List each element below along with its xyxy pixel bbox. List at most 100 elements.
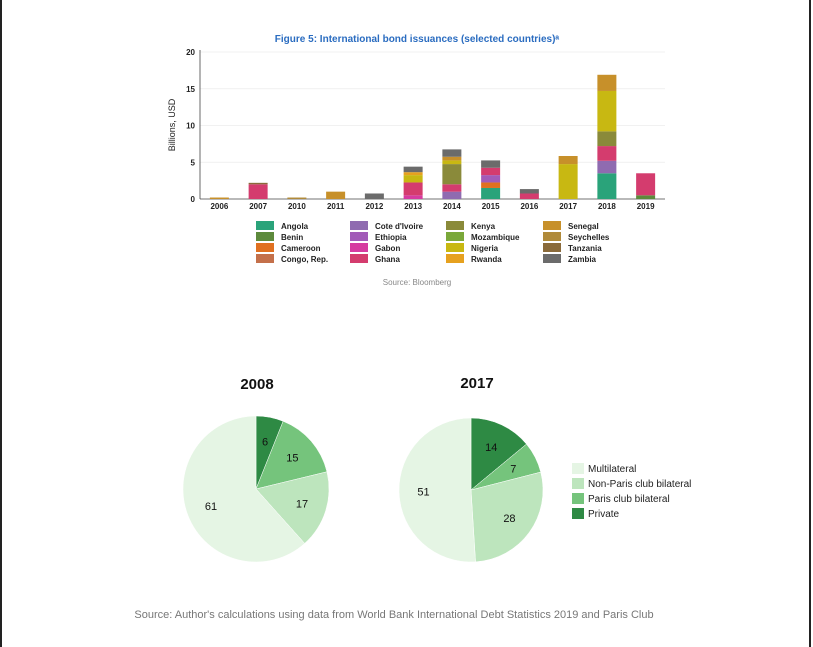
pie-slice	[182, 415, 306, 563]
legend-label: Ethiopia	[375, 233, 407, 242]
legend-swatch	[256, 221, 274, 230]
pie-slice	[255, 471, 330, 544]
bar-chart-ylabel: Billions, USD	[167, 98, 177, 151]
bar-segment	[403, 172, 423, 176]
bar-segment	[636, 173, 656, 196]
pie-legend-swatch	[572, 478, 584, 489]
bar-y-tick-label: 5	[191, 158, 196, 167]
bar-chart-source: Source: Bloomberg	[383, 278, 451, 287]
bar-chart-legend: Angola Benin Cameroon Congo, Rep. Cote d'Ivo…	[256, 221, 610, 264]
pie-legend-swatch	[572, 463, 584, 474]
bar-segment	[442, 184, 462, 192]
legend-swatch	[446, 243, 464, 252]
bar-segment	[442, 191, 462, 199]
bar-x-tick-label: 2018	[598, 202, 616, 211]
bar-segment	[558, 164, 578, 199]
bar-segment	[326, 191, 346, 199]
bar-x-tick-label: 2016	[520, 202, 538, 211]
legend-label: Nigeria	[471, 244, 499, 253]
bar-segment	[558, 156, 578, 165]
bar-chart-title: Figure 5: International bond issuances (…	[275, 34, 560, 45]
legend-label: Tanzania	[568, 244, 602, 253]
bar-segment	[597, 131, 617, 147]
bar-segment	[481, 160, 501, 168]
bar-segment	[403, 182, 423, 196]
legend-swatch	[446, 221, 464, 230]
bar-chart-axes: 0 5 10 15 20 2006 2007 2010 2011 2012 2013 2014 2015…	[186, 48, 665, 211]
bar-segment	[209, 197, 229, 199]
bar-segment	[481, 167, 501, 176]
page-border-left	[0, 0, 2, 647]
bar-segment	[403, 195, 423, 199]
bar-x-tick-label: 2015	[482, 202, 500, 211]
bar-segment	[364, 193, 384, 199]
pie-legend-swatch	[572, 493, 584, 504]
pie-slice-label: 15	[286, 452, 298, 464]
legend-swatch	[256, 232, 274, 241]
bar-x-tick-label: 2013	[404, 202, 422, 211]
legend-swatch	[256, 254, 274, 263]
pie-slice-label: 7	[510, 463, 516, 475]
bar-segment	[519, 189, 539, 194]
bar-segment	[597, 146, 617, 161]
bar-x-tick-label: 2019	[637, 202, 655, 211]
legend-label: Seychelles	[568, 233, 610, 242]
bar-segment	[248, 182, 268, 185]
pie-legend-label: Paris club bilateral	[588, 494, 670, 505]
legend-label: Zambia	[568, 255, 597, 264]
legend-label: Kenya	[471, 222, 496, 231]
bar-y-tick-label: 10	[186, 122, 195, 131]
pie-slice-label: 61	[205, 501, 217, 513]
legend-swatch	[350, 232, 368, 241]
legend-label: Senegal	[568, 222, 599, 231]
pie-slice	[470, 417, 527, 491]
legend-label: Rwanda	[471, 255, 502, 264]
legend-label: Cameroon	[281, 244, 321, 253]
bar-segment	[481, 187, 501, 199]
pie-slice	[470, 471, 544, 563]
legend-swatch	[543, 254, 561, 263]
bar-segment	[597, 160, 617, 174]
bar-x-tick-label: 2006	[210, 202, 228, 211]
bar-segment	[403, 175, 423, 183]
bar-x-tick-label: 2012	[365, 202, 383, 211]
legend-swatch	[350, 243, 368, 252]
legend-swatch	[543, 243, 561, 252]
bar-chart-marks	[209, 74, 656, 199]
pie-legend-label: Non-Paris club bilateral	[588, 479, 691, 490]
pie-2017-title: 2017	[460, 375, 493, 392]
pie-slice-label: 14	[485, 442, 497, 454]
pie-2008-title: 2008	[240, 376, 273, 393]
legend-label: Gabon	[375, 244, 400, 253]
bar-segment	[248, 184, 268, 199]
pie-slice-label: 28	[503, 513, 515, 525]
legend-label: Cote d'Ivoire	[375, 222, 424, 231]
legend-swatch	[543, 232, 561, 241]
footer-source: Source: Author's calculations using data…	[134, 609, 653, 621]
bar-x-tick-label: 2007	[249, 202, 267, 211]
bar-segment	[403, 166, 423, 173]
pie-legend-label: Private	[588, 509, 620, 520]
legend-swatch	[446, 232, 464, 241]
pie-legend-swatch	[572, 508, 584, 519]
bar-y-tick-label: 15	[186, 85, 195, 94]
bar-x-tick-label: 2010	[288, 202, 306, 211]
legend-label: Congo, Rep.	[281, 255, 328, 264]
bar-y-tick-label: 0	[191, 195, 196, 204]
pie-slice-label: 6	[262, 437, 268, 449]
legend-label: Ghana	[375, 255, 400, 264]
legend-label: Mozambique	[471, 233, 520, 242]
pie-slice	[398, 417, 476, 563]
bar-segment	[597, 173, 617, 199]
bar-segment	[481, 182, 501, 188]
bar-segment	[442, 149, 462, 157]
pie-legend: Multilateral Non-Paris club bilateral Pari…	[572, 463, 691, 520]
legend-swatch	[446, 254, 464, 263]
pie-2017: 14 7 28 51	[398, 417, 544, 563]
bar-segment	[442, 156, 462, 161]
bar-x-tick-label: 2011	[327, 202, 345, 211]
pie-slice-label: 17	[296, 498, 308, 510]
page-border-right	[809, 0, 811, 647]
pie-2008: 6 15 17 61	[182, 415, 330, 563]
